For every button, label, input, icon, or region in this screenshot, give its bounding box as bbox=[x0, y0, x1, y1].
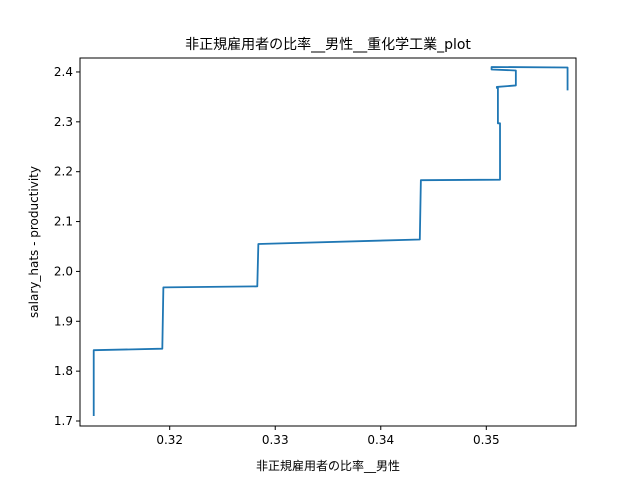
x-tick-label: 0.32 bbox=[156, 433, 183, 447]
x-axis-label: 非正規雇用者の比率__男性 bbox=[256, 458, 400, 473]
y-tick-label: 2.2 bbox=[54, 165, 73, 179]
x-tick-label: 0.33 bbox=[262, 433, 289, 447]
y-axis: 1.7 1.8 1.9 2.0 2.1 2.2 2.3 2.4 bbox=[54, 65, 80, 428]
series-line-0 bbox=[92, 66, 569, 417]
series-group bbox=[92, 66, 569, 417]
y-axis-label: salary_hats - productivity bbox=[27, 166, 41, 318]
x-axis: 0.32 0.33 0.34 0.35 bbox=[156, 426, 500, 447]
y-tick-label: 1.7 bbox=[54, 414, 73, 428]
y-tick-label: 2.1 bbox=[54, 215, 73, 229]
y-tick-label: 1.9 bbox=[54, 314, 73, 328]
x-tick-label: 0.34 bbox=[367, 433, 394, 447]
y-tick-label: 2.4 bbox=[54, 65, 73, 79]
x-tick-label: 0.35 bbox=[473, 433, 500, 447]
y-tick-label: 2.3 bbox=[54, 115, 73, 129]
y-tick-label: 1.8 bbox=[54, 364, 73, 378]
plot-area bbox=[79, 57, 577, 427]
chart-title: 非正規雇用者の比率__男性__重化学工業_plot bbox=[185, 36, 471, 53]
y-tick-label: 2.0 bbox=[54, 264, 73, 278]
